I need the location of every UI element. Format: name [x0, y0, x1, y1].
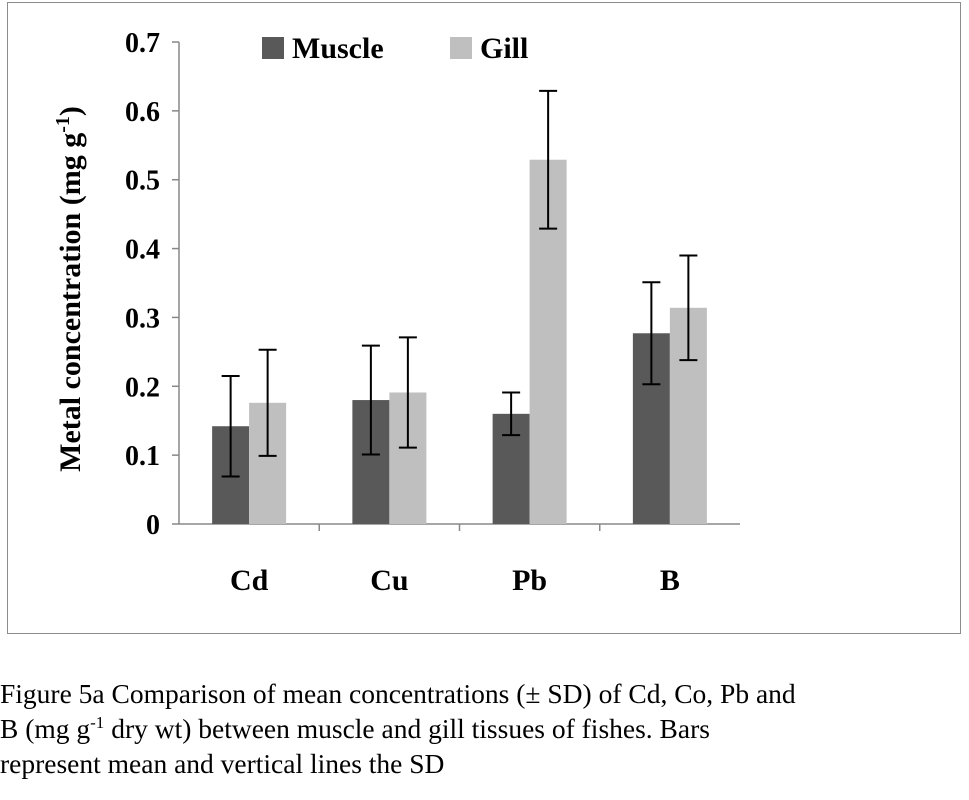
y-tick-label: 0.5 — [125, 166, 160, 197]
caption-line-1: Figure 5a Comparison of mean concentrati… — [0, 678, 796, 709]
legend-label-gill: Gill — [480, 32, 528, 65]
y-tick-label: 0.6 — [125, 97, 160, 128]
legend-swatch-muscle — [262, 37, 284, 59]
y-axis-label: Metal concentration (mg g-1) — [52, 106, 87, 472]
legend: Muscle Gill — [262, 32, 528, 65]
y-tick-label: 0.7 — [125, 28, 160, 59]
y-tick-label: 0 — [146, 510, 160, 541]
y-tick-labels: 0 0.1 0.2 0.3 0.4 0.5 0.6 0.7 — [125, 28, 160, 541]
x-tick-labels: Cd Cu Pb B — [230, 564, 680, 597]
x-tick-label: Cu — [370, 564, 408, 597]
error-bars — [221, 89, 698, 478]
chart-frame — [7, 2, 961, 634]
x-tick-label: Pb — [512, 564, 547, 597]
caption-line-3: represent mean and vertical lines the SD — [0, 748, 445, 779]
x-tick-label: B — [660, 564, 680, 597]
caption-line-2: B (mg g-1 dry wt) between muscle and gil… — [0, 713, 710, 744]
bar-chart: 0 0.1 0.2 0.3 0.4 0.5 0.6 0.7 Cd Cu Pb B Metal con… — [52, 28, 740, 597]
legend-label-muscle: Muscle — [292, 32, 384, 65]
y-tick-label: 0.4 — [125, 235, 160, 266]
x-tick-label: Cd — [230, 564, 269, 597]
y-tick-label: 0.3 — [125, 303, 160, 334]
y-tick-label: 0.1 — [125, 441, 160, 472]
y-tick-label: 0.2 — [125, 372, 160, 403]
figure-caption: Figure 5a Comparison of mean concentrati… — [0, 676, 969, 781]
legend-swatch-gill — [450, 37, 472, 59]
chart-bars — [212, 159, 707, 524]
